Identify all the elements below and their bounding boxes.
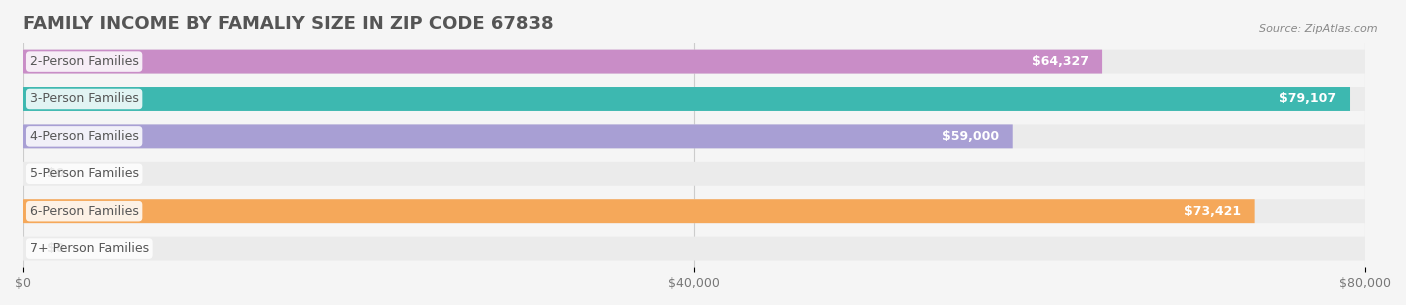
Text: $73,421: $73,421	[1184, 205, 1241, 218]
Text: $79,107: $79,107	[1279, 92, 1337, 106]
Text: 4-Person Families: 4-Person Families	[30, 130, 139, 143]
Text: $0: $0	[48, 167, 65, 180]
Text: $64,327: $64,327	[1032, 55, 1088, 68]
FancyBboxPatch shape	[22, 124, 1012, 148]
FancyBboxPatch shape	[22, 124, 1365, 148]
Text: 2-Person Families: 2-Person Families	[30, 55, 139, 68]
Text: 6-Person Families: 6-Person Families	[30, 205, 139, 218]
FancyBboxPatch shape	[22, 50, 1365, 74]
Text: 3-Person Families: 3-Person Families	[30, 92, 139, 106]
FancyBboxPatch shape	[22, 237, 1365, 260]
Text: FAMILY INCOME BY FAMALIY SIZE IN ZIP CODE 67838: FAMILY INCOME BY FAMALIY SIZE IN ZIP COD…	[22, 15, 554, 33]
Text: 7+ Person Families: 7+ Person Families	[30, 242, 149, 255]
FancyBboxPatch shape	[22, 87, 1365, 111]
FancyBboxPatch shape	[22, 87, 1350, 111]
Text: 5-Person Families: 5-Person Families	[30, 167, 139, 180]
Text: Source: ZipAtlas.com: Source: ZipAtlas.com	[1260, 24, 1378, 34]
FancyBboxPatch shape	[22, 199, 1365, 223]
Text: $0: $0	[48, 242, 65, 255]
FancyBboxPatch shape	[22, 162, 1365, 186]
FancyBboxPatch shape	[22, 50, 1102, 74]
Text: $59,000: $59,000	[942, 130, 1000, 143]
FancyBboxPatch shape	[22, 199, 1254, 223]
